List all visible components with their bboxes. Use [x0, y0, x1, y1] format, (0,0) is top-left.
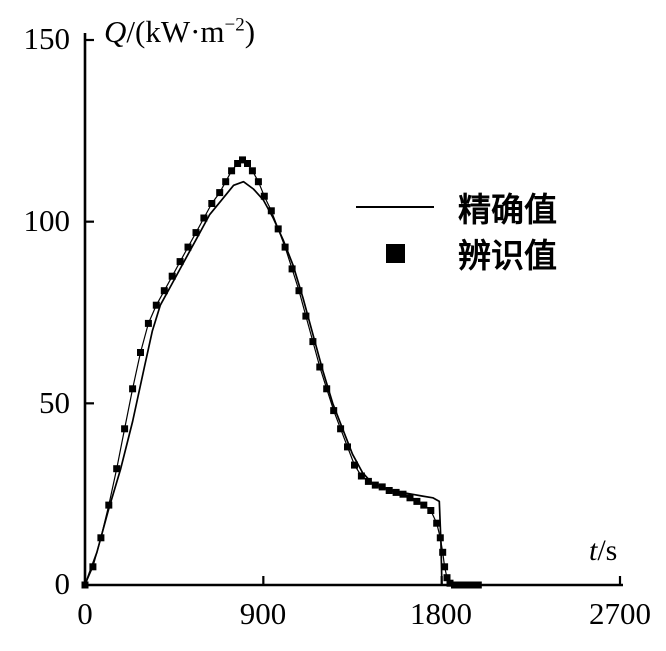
- x-tick-label-2700: 2700: [589, 596, 651, 631]
- y-axis-unit-close: ): [244, 14, 256, 49]
- x-tick-label-900: 900: [239, 596, 287, 631]
- y-axis-exponent: −2: [224, 14, 245, 36]
- legend-item-exact: 精确值: [356, 184, 557, 230]
- y-tick-label-0: 0: [54, 566, 71, 601]
- x-axis-unit: /s: [597, 534, 618, 567]
- x-axis-title: t/s: [589, 534, 617, 568]
- x-tick-label-1800: 1800: [410, 596, 472, 631]
- legend-swatch-identified: [356, 243, 434, 263]
- x-tick-label-0: 0: [77, 596, 93, 631]
- line-swatch-icon: [356, 206, 434, 208]
- legend: 精确值 辨识值: [356, 184, 557, 276]
- y-tick-label-100: 100: [23, 203, 71, 238]
- legend-swatch-exact: [356, 206, 434, 208]
- x-axis-symbol: t: [589, 534, 598, 567]
- y-tick-label-50: 50: [39, 385, 70, 420]
- y-axis-title: Q/(kW·m−2): [104, 14, 255, 50]
- y-axis-unit: /(kW·m: [126, 14, 225, 49]
- square-swatch-icon: [385, 243, 405, 263]
- y-tick-label-150: 150: [23, 21, 71, 56]
- legend-label-identified: 辨识值: [458, 237, 557, 274]
- legend-item-identified: 辨识值: [356, 230, 557, 276]
- y-axis-symbol: Q: [104, 14, 127, 49]
- legend-label-exact: 精确值: [458, 191, 557, 228]
